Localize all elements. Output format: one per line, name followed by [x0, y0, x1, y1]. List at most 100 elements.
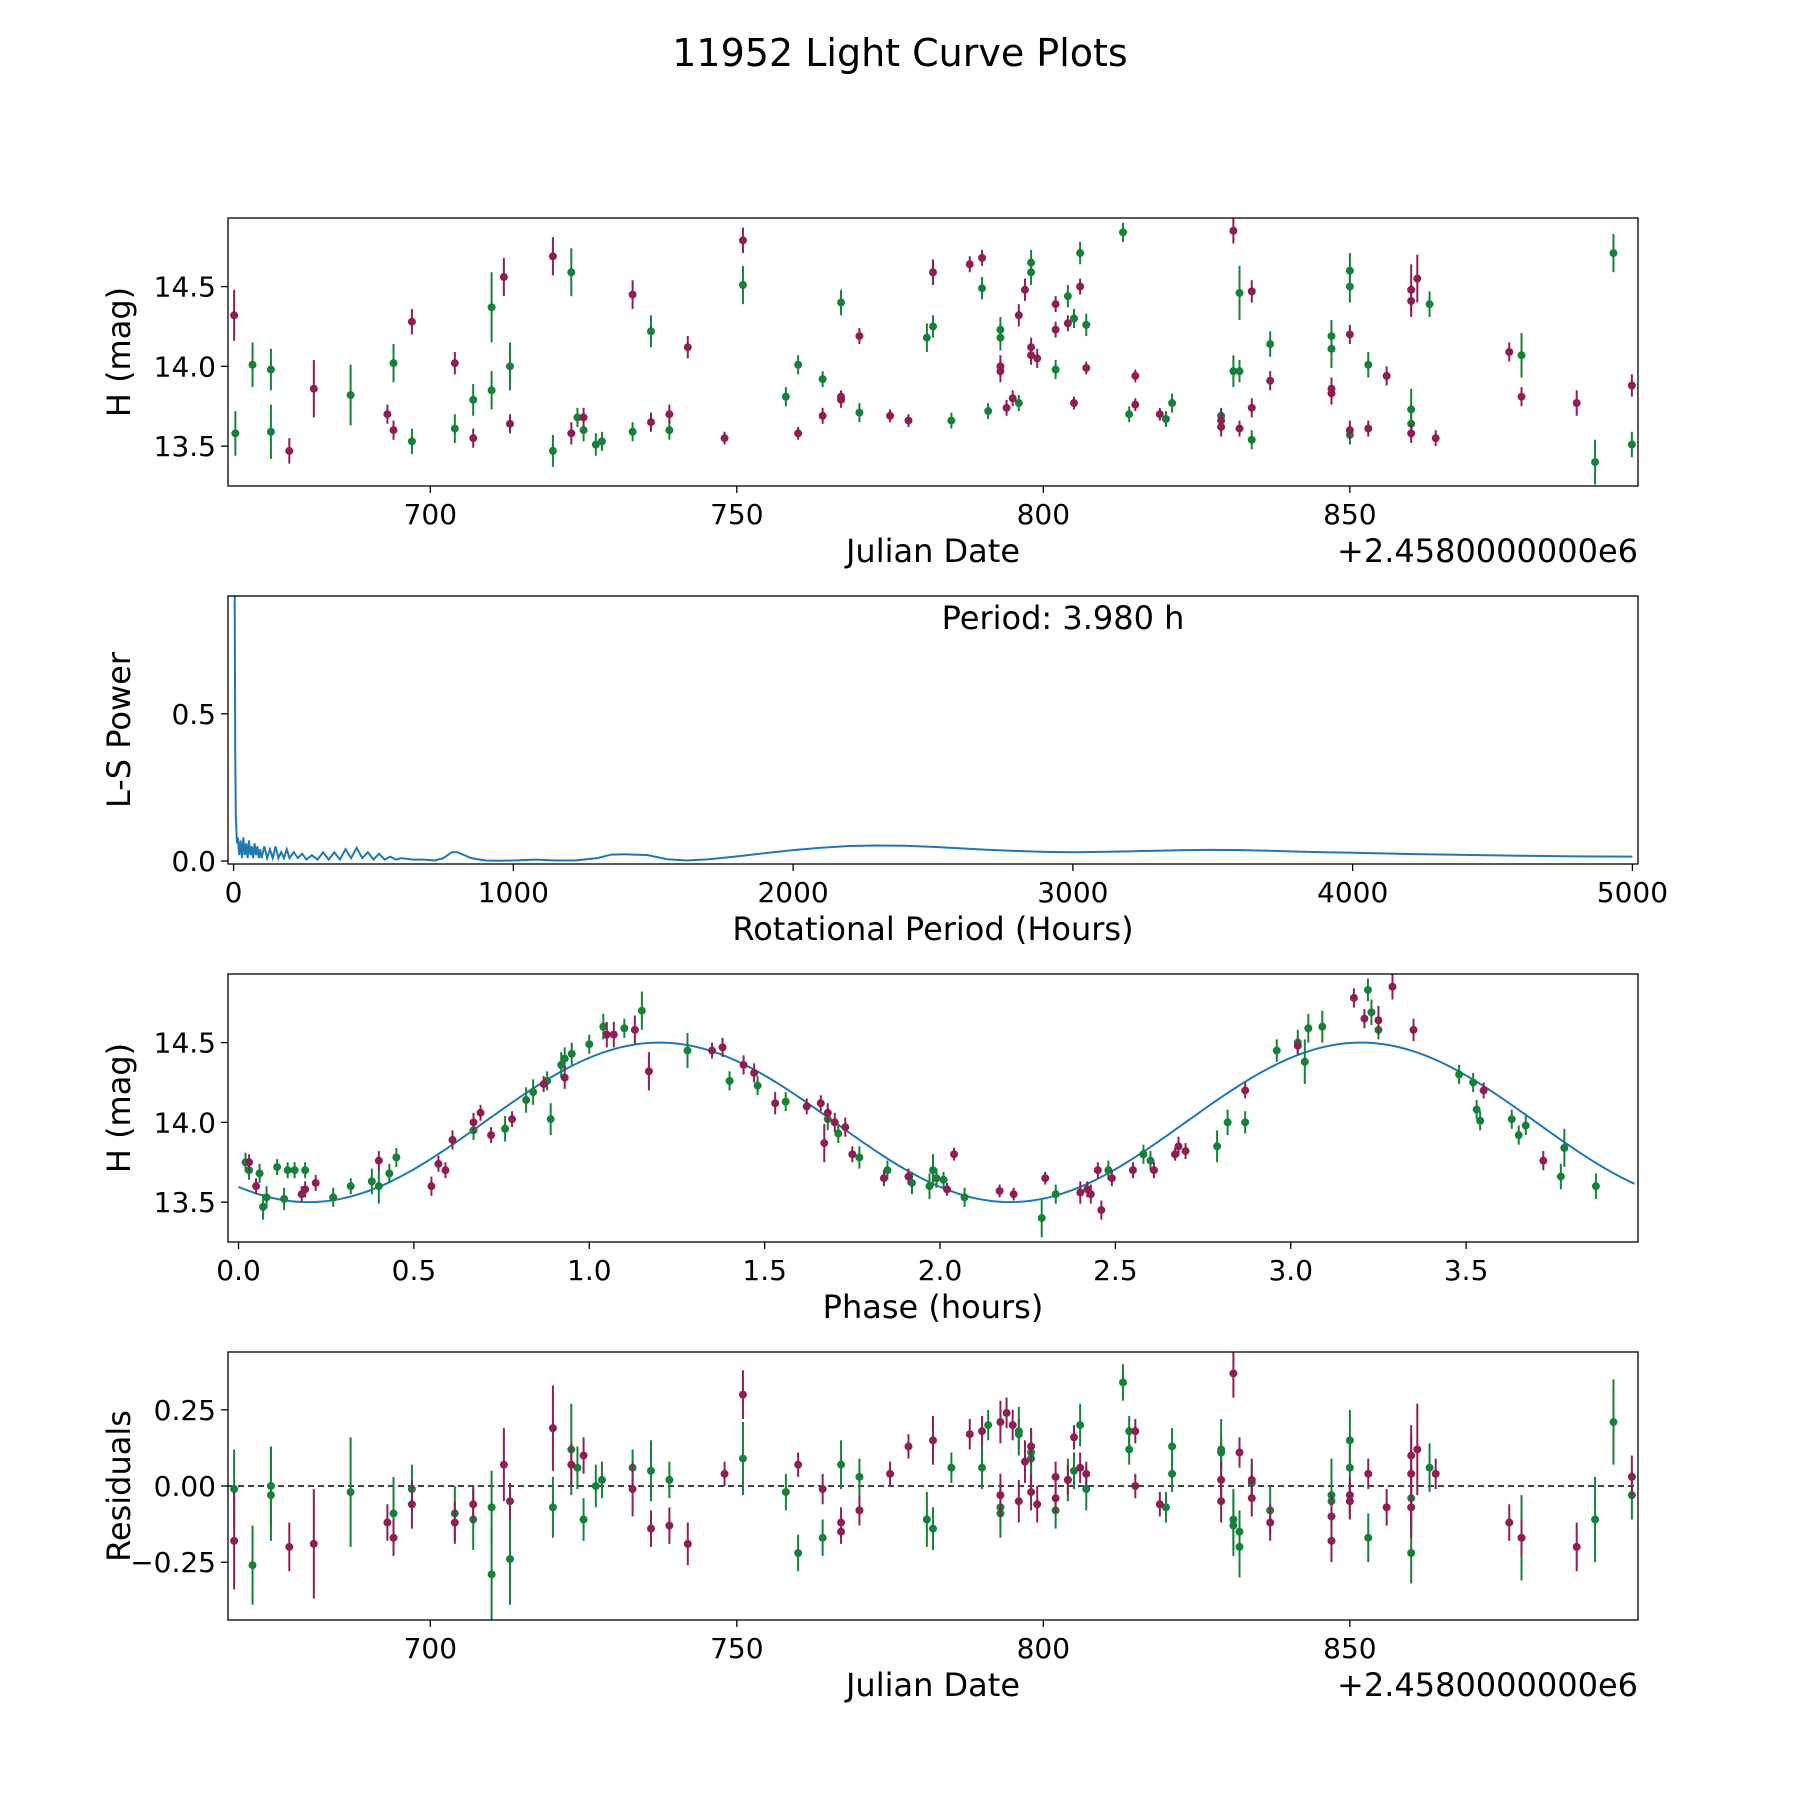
data-point: [629, 291, 637, 299]
data-point: [947, 1464, 955, 1472]
data-point: [1094, 1166, 1102, 1174]
x-tick-label: 3000: [1037, 876, 1108, 909]
data-point: [665, 1522, 673, 1530]
data-point: [522, 1096, 530, 1104]
data-point: [529, 1088, 537, 1096]
panel-periodogram: 0 1000 2000 3000 4000 50000.00.5Rotational Pe…: [100, 596, 1668, 948]
data-point: [1076, 249, 1084, 257]
data-point: [996, 1491, 1004, 1499]
lightcurve-axes-frame: [228, 218, 1638, 486]
data-point: [1015, 311, 1023, 319]
data-point: [647, 1525, 655, 1533]
data-point: [506, 1555, 514, 1563]
data-point: [1327, 345, 1335, 353]
data-point: [280, 1195, 288, 1203]
data-point: [1248, 404, 1256, 412]
data-point: [782, 1098, 790, 1106]
data-point: [904, 417, 912, 425]
data-point: [837, 299, 845, 307]
data-point: [1273, 1047, 1281, 1055]
data-point: [284, 1166, 292, 1174]
data-point: [638, 1007, 646, 1015]
data-point: [996, 326, 1004, 334]
data-point: [966, 1430, 974, 1438]
data-point: [1383, 372, 1391, 380]
data-point: [1241, 1118, 1249, 1126]
data-point: [1052, 366, 1060, 374]
data-point: [1413, 1445, 1421, 1453]
data-point: [580, 413, 588, 421]
data-point: [469, 1500, 477, 1508]
x-tick-label: 800: [1017, 1632, 1070, 1665]
data-point: [978, 254, 986, 262]
y-axis-label: H (mag): [100, 1043, 138, 1173]
data-point: [750, 1069, 758, 1077]
x-tick-label: 750: [710, 498, 763, 531]
x-offset-label: +2.4580000000e6: [1337, 1666, 1638, 1704]
data-point: [549, 1424, 557, 1432]
data-point: [1021, 1458, 1029, 1466]
data-point: [1346, 426, 1354, 434]
data-point: [1539, 1157, 1547, 1165]
series-filter-magenta: [245, 974, 1547, 1220]
data-point: [1410, 1026, 1418, 1034]
data-point: [267, 428, 275, 436]
data-point: [598, 1476, 606, 1484]
data-point: [1346, 283, 1354, 291]
data-point: [1003, 1409, 1011, 1417]
data-point: [580, 426, 588, 434]
data-point: [1125, 1445, 1133, 1453]
data-point: [385, 1169, 393, 1177]
phased-axes-frame: [228, 974, 1638, 1242]
data-point: [1131, 1482, 1139, 1490]
data-point: [1015, 1497, 1023, 1505]
y-tick-label: 0.5: [171, 698, 216, 731]
data-point: [929, 322, 937, 330]
data-point: [1476, 1117, 1484, 1125]
data-point: [1628, 1473, 1636, 1481]
data-point: [819, 375, 827, 383]
data-point: [996, 1418, 1004, 1426]
data-point: [1064, 1476, 1072, 1484]
data-point: [665, 1476, 673, 1484]
data-point: [1388, 983, 1396, 991]
x-tick-label: 700: [404, 1632, 457, 1665]
data-point: [1469, 1078, 1477, 1086]
data-point: [1076, 1464, 1084, 1472]
data-point: [448, 1136, 456, 1144]
data-point: [1560, 1144, 1568, 1152]
panel-lightcurve: 700 750 800 850 13.5 14.0 14.5 Julian Date H (ma…: [100, 218, 1638, 570]
data-point: [1010, 1190, 1018, 1198]
y-axis-label: Residuals: [100, 1410, 138, 1562]
data-point: [1003, 404, 1011, 412]
data-point: [230, 1485, 238, 1493]
x-axis-label: Phase (hours): [823, 1288, 1044, 1326]
data-point: [1033, 354, 1041, 362]
data-point: [451, 359, 459, 367]
data-point: [580, 1452, 588, 1460]
data-point: [1076, 1421, 1084, 1429]
data-point: [1573, 399, 1581, 407]
data-point: [1052, 1494, 1060, 1502]
data-point: [1628, 382, 1636, 390]
data-point: [469, 434, 477, 442]
y-tick-label: 14.0: [154, 1106, 216, 1139]
data-point: [855, 1153, 863, 1161]
data-point: [291, 1166, 299, 1174]
data-point: [1168, 1470, 1176, 1478]
data-point: [1407, 1503, 1415, 1511]
data-point: [1009, 1421, 1017, 1429]
data-point: [929, 1436, 937, 1444]
y-tick-label: 0.00: [154, 1470, 216, 1503]
data-point: [1070, 399, 1078, 407]
data-point: [848, 1150, 856, 1158]
data-point: [488, 1503, 496, 1511]
data-point: [1156, 410, 1164, 418]
data-point: [1076, 1189, 1084, 1197]
data-point: [610, 1031, 618, 1039]
data-point: [794, 1461, 802, 1469]
data-point: [837, 1461, 845, 1469]
data-point: [1591, 1516, 1599, 1524]
data-point: [1064, 319, 1072, 327]
data-point: [441, 1166, 449, 1174]
